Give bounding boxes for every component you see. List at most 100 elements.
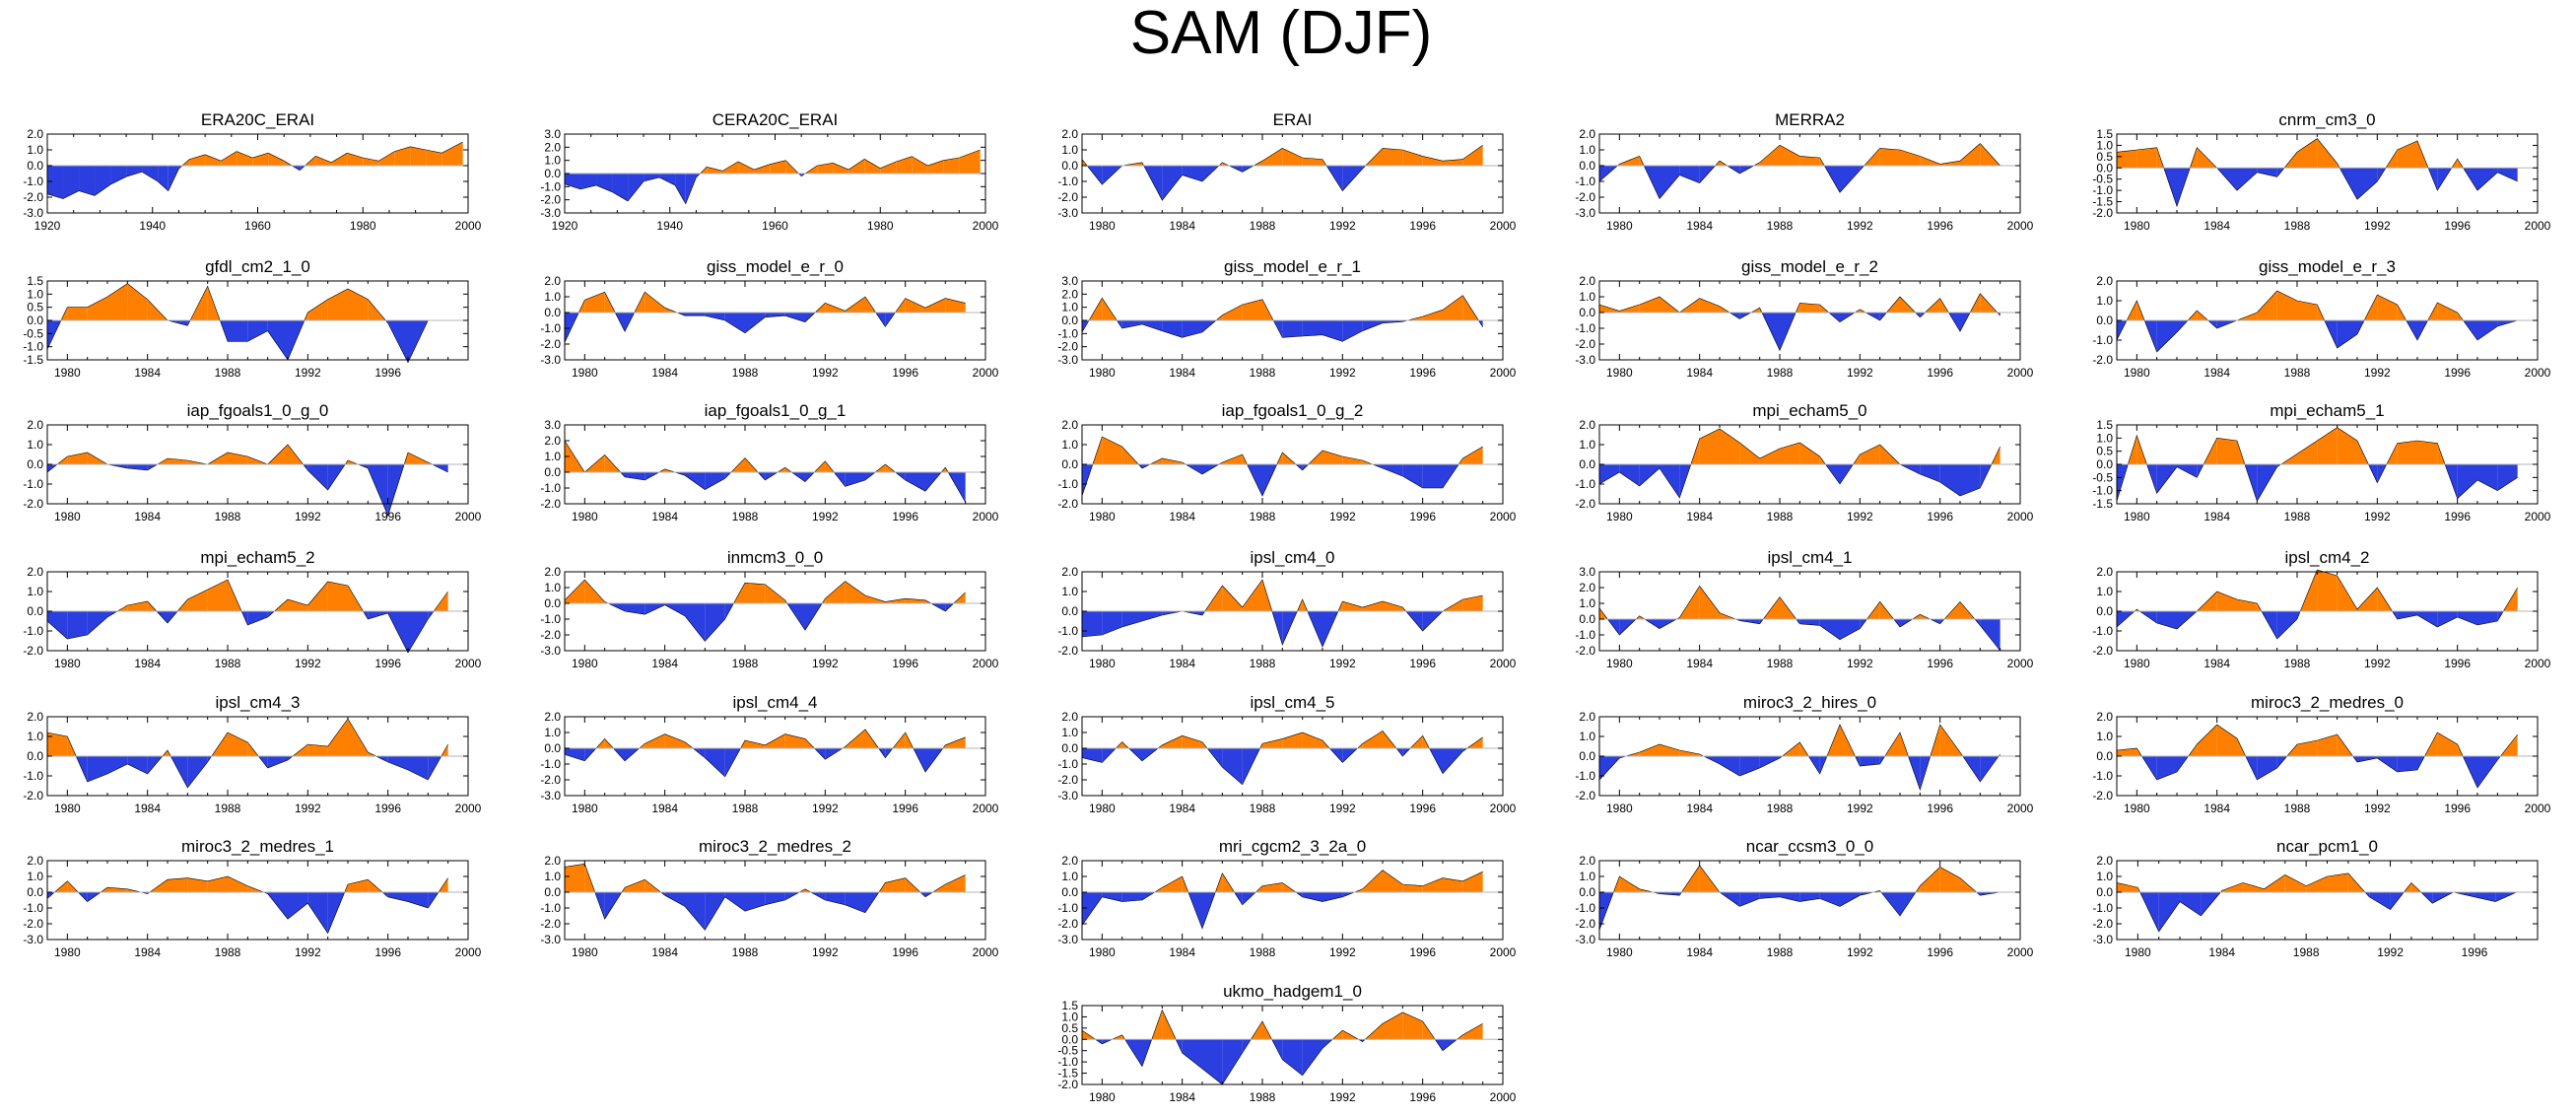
positive-area-segment	[2297, 441, 2318, 464]
negative-area-segment	[664, 603, 685, 616]
x-tick-label: 1984	[2203, 366, 2230, 380]
series-line	[564, 863, 966, 931]
negative-area-segment	[142, 166, 159, 181]
y-tick-label: 0.0	[544, 306, 561, 319]
panel-title: miroc3_2_medres_2	[699, 837, 851, 856]
positive-area-segment	[943, 158, 960, 174]
positive-area-segment	[207, 876, 228, 892]
y-tick-label: -3.0	[23, 206, 43, 220]
y-tick-label: -1.0	[2092, 484, 2113, 498]
positive-area-segment	[307, 744, 328, 756]
negative-area-segment	[612, 174, 629, 201]
negative-area-segment	[1121, 892, 1142, 902]
negative-area-segment	[765, 892, 785, 905]
positive-area-segment	[1939, 725, 1960, 756]
positive-area-segment	[426, 150, 442, 166]
negative-area-segment	[628, 174, 644, 201]
positive-area-segment	[738, 162, 755, 174]
negative-area-segment	[685, 472, 706, 490]
y-tick-label: 0.0	[27, 604, 43, 618]
x-tick-label: 1988	[1767, 657, 1794, 670]
y-tick-label: -2.0	[540, 628, 561, 642]
positive-area-segment	[1780, 145, 1800, 166]
panel-title: inmcm3_0_0	[727, 548, 823, 567]
negative-area-segment	[705, 313, 725, 320]
x-tick-label: 1992	[2364, 366, 2391, 380]
x-tick-label: 2000	[1490, 945, 1517, 959]
negative-area-segment	[387, 892, 408, 902]
y-tick-label: -2.0	[1575, 789, 1595, 802]
axes-frame	[1598, 280, 2021, 361]
y-tick-label: 1.0	[1061, 301, 1078, 314]
y-tick-label: -2.0	[540, 917, 561, 931]
negative-area-segment	[2477, 464, 2498, 491]
series-line	[2116, 427, 2518, 503]
y-tick-label: -1.0	[2092, 333, 2113, 347]
series-line	[1081, 579, 1483, 648]
negative-area-segment	[2474, 892, 2496, 902]
positive-area-segment	[2397, 140, 2417, 169]
panel-title: ipsl_cm4_3	[216, 693, 301, 712]
series-line	[1081, 1009, 1483, 1085]
chart-panel: ipsl_cm4_2 -2.0 -1.0 0.0 1.0 2.0 1980 1984 1988 1…	[2092, 548, 2550, 670]
y-tick-label: 0.0	[27, 159, 43, 173]
positive-area-segment	[1780, 443, 1800, 464]
x-tick-label: 1988	[2284, 510, 2311, 523]
y-tick-label: 1.0	[1061, 726, 1078, 739]
negative-area-segment	[1322, 320, 1343, 342]
x-tick-label: 1992	[1329, 219, 1356, 233]
negative-area-segment	[63, 166, 80, 199]
x-tick-label: 1988	[1250, 657, 1276, 670]
x-tick-label: 1960	[244, 219, 271, 233]
panel-title: ERAI	[1273, 110, 1313, 129]
x-tick-label: 1988	[2284, 657, 2311, 670]
positive-area-segment	[87, 297, 107, 320]
x-tick-label: 1992	[1847, 657, 1873, 670]
panel-title: giss_model_e_r_0	[707, 257, 844, 276]
y-tick-label: -1.0	[1057, 326, 1078, 340]
x-tick-label: 1988	[2284, 366, 2311, 380]
x-tick-label: 1984	[651, 366, 678, 380]
panel-title: mpi_echam5_1	[2270, 401, 2384, 420]
series-line	[2116, 138, 2518, 208]
negative-area-segment	[724, 313, 745, 333]
negative-area-segment	[1362, 320, 1383, 331]
y-tick-label: 0.0	[2096, 749, 2113, 763]
chart-panel: mpi_echam5_0 -2.0 -1.0 0.0 1.0 2.0 1980 1984 198…	[1575, 401, 2033, 523]
series-line	[1598, 143, 2000, 200]
y-tick-label: 1.0	[27, 287, 43, 301]
axes-frame	[1081, 1005, 1504, 1085]
negative-area-segment	[685, 603, 706, 642]
x-tick-label: 1980	[1606, 802, 1633, 815]
x-tick-label: 1980	[1606, 219, 1633, 233]
y-tick-label: -1.0	[23, 340, 43, 354]
x-tick-label: 1960	[762, 219, 788, 233]
y-tick-label: -1.0	[1575, 769, 1595, 783]
x-tick-label: 1988	[1767, 945, 1794, 959]
positive-area-segment	[1443, 295, 1463, 320]
y-tick-label: -0.5	[23, 326, 43, 340]
negative-area-segment	[107, 756, 128, 774]
y-tick-label: 1.0	[1579, 438, 1595, 452]
y-tick-label: 2.0	[27, 710, 43, 724]
negative-area-segment	[1639, 464, 1660, 486]
y-tick-label: -1.0	[1057, 174, 1078, 188]
y-tick-label: -1.0	[23, 901, 43, 915]
negative-area-segment	[2397, 611, 2417, 619]
x-tick-label: 1980	[1606, 366, 1633, 380]
negative-area-segment	[2457, 464, 2477, 499]
y-tick-label: -2.0	[1575, 190, 1595, 204]
x-tick-label: 2000	[2007, 366, 2034, 380]
y-tick-label: 1.0	[544, 450, 561, 463]
axes-frame	[564, 860, 986, 941]
positive-area-segment	[2317, 570, 2338, 611]
x-tick-label: 1984	[1169, 1090, 1195, 1104]
x-tick-label: 1992	[295, 657, 321, 670]
positive-area-segment	[1422, 877, 1443, 892]
y-tick-label: 2.0	[544, 565, 561, 579]
y-tick-label: 1.0	[544, 154, 561, 168]
positive-area-segment	[2221, 882, 2244, 892]
negative-area-segment	[1342, 166, 1363, 191]
panel-title: CERA20C_ERAI	[712, 110, 839, 129]
positive-area-segment	[845, 297, 865, 313]
